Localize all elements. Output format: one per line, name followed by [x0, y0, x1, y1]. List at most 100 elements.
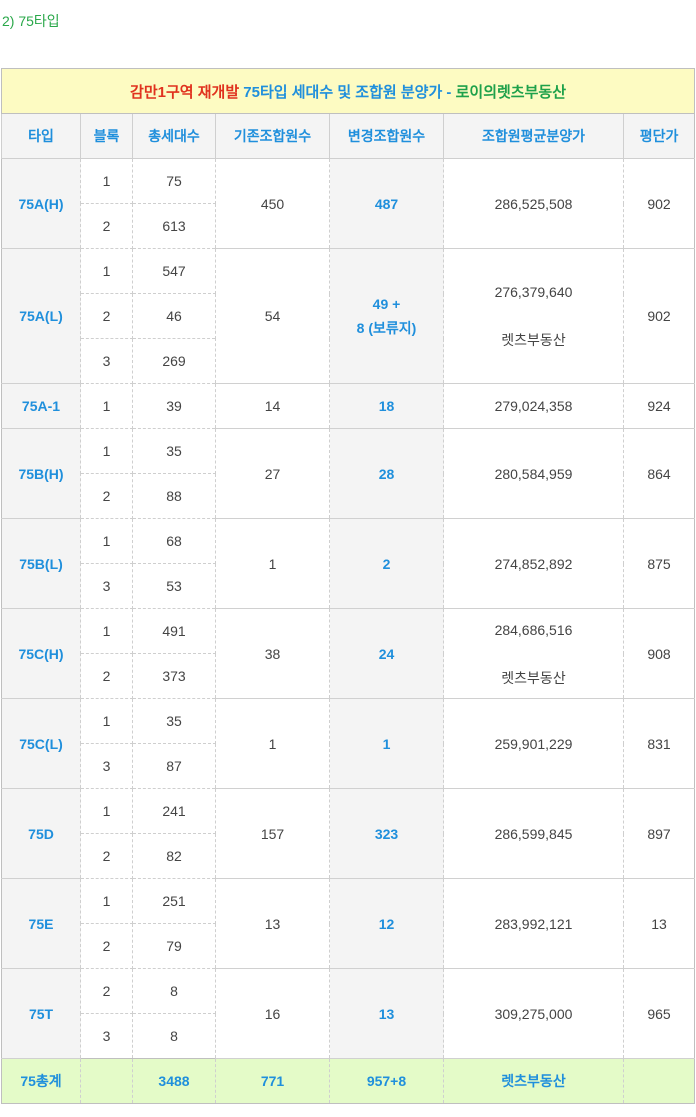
- table-row: 2 79: [2, 923, 695, 969]
- table-caption: 감만1구역 재개발 75타입 세대수 및 조합원 분양가 - 로이의렛츠부동산: [0, 68, 696, 114]
- changed-members-cell: 323: [329, 788, 444, 879]
- block-cell: 3: [80, 1013, 133, 1059]
- households-cell: 87: [132, 743, 216, 789]
- block-cell: 1: [80, 428, 133, 474]
- price-per-pyeong-cell: 864: [622, 428, 696, 519]
- block-cell: 2: [80, 968, 133, 1014]
- changed-members-line: 24: [378, 645, 395, 662]
- price-per-pyeong-cell: 908: [622, 608, 696, 699]
- table-row: 75C(L) 1 35 1 1 259,901,229 831: [1, 698, 696, 789]
- avg-price-value: 259,901,229: [494, 735, 573, 752]
- block-cell: 2: [80, 923, 133, 969]
- existing-members-cell: 14: [215, 383, 330, 429]
- watermark-text: 렛츠부동산: [501, 332, 566, 348]
- households-cell: 547: [132, 248, 216, 294]
- changed-members-cell: 13: [329, 968, 444, 1059]
- price-per-pyeong-cell: 875: [622, 518, 696, 609]
- changed-members-line: 323: [374, 825, 399, 842]
- existing-members-cell: 1: [215, 518, 330, 609]
- households-cell: 241: [132, 788, 216, 834]
- households-cell: 88: [132, 473, 216, 519]
- price-per-pyeong-cell: 902: [622, 248, 696, 384]
- header-total-households: 총세대수: [132, 113, 216, 159]
- avg-price-value: 276,379,640: [494, 284, 573, 300]
- existing-members-cell: 16: [215, 968, 330, 1059]
- block-cell: 2: [80, 203, 133, 249]
- type-cell: 75E: [1, 878, 81, 969]
- existing-members-cell: 1: [215, 698, 330, 789]
- type-cell: 75D: [1, 788, 81, 879]
- header-price-per-pyeong: 평단가: [622, 113, 696, 159]
- changed-members-cell: 1: [329, 698, 444, 789]
- total-block: [80, 1058, 133, 1104]
- changed-members-cell: 24: [329, 608, 444, 699]
- total-households: 3488: [132, 1058, 216, 1104]
- table-row: 75B(H) 1 35 27 28 280,584,959 864: [1, 428, 696, 519]
- table-row: 75A(L) 1 547 54 49 + 8 (보류지) 276,379,640 렛츠부동산 9…: [1, 248, 696, 384]
- watermark-text: 렛츠부동산: [501, 669, 566, 686]
- table-row: 75E 1 251 13 12 283,992,121 13: [1, 878, 696, 969]
- type-cell: 75B(L): [1, 518, 81, 609]
- block-cell: 1: [80, 518, 133, 564]
- changed-members-cell: 18: [329, 383, 444, 429]
- total-brand: 렛츠부동산: [443, 1058, 624, 1104]
- existing-members-cell: 13: [215, 878, 330, 969]
- households-cell: 82: [132, 833, 216, 879]
- avg-price-value: 286,525,508: [494, 195, 573, 212]
- households-cell: 8: [132, 968, 216, 1014]
- changed-members-cell: 487: [329, 158, 444, 249]
- avg-price-value: 283,992,121: [494, 915, 573, 932]
- changed-members-line: 28: [378, 465, 395, 482]
- households-cell: 269: [132, 338, 216, 384]
- table-row: 3 87: [2, 743, 695, 789]
- type-75-table: 감만1구역 재개발 75타입 세대수 및 조합원 분양가 - 로이의렛츠부동산 …: [0, 68, 696, 1104]
- avg-price-cell: 284,686,516 렛츠부동산: [443, 608, 624, 699]
- block-cell: 2: [80, 653, 133, 699]
- table-body: 75A(H) 1 75 450 487 286,525,508 902 2 613 75A(L) 1…: [1, 158, 696, 1059]
- caption-brand: 로이의렛츠부동산: [455, 83, 567, 101]
- price-per-pyeong-cell: 897: [622, 788, 696, 879]
- changed-members-line: 18: [378, 398, 395, 414]
- households-cell: 251: [132, 878, 216, 924]
- avg-price-cell: 276,379,640 렛츠부동산: [443, 248, 624, 384]
- existing-members-cell: 38: [215, 608, 330, 699]
- table-row: 75B(L) 1 68 1 2 274,852,892 875: [1, 518, 696, 609]
- avg-price-value: 279,024,358: [494, 398, 573, 414]
- table-row: 75T 2 8 16 13 309,275,000 965: [1, 968, 696, 1059]
- table-row: 3 53: [2, 563, 695, 609]
- avg-price-value: 274,852,892: [494, 555, 573, 572]
- changed-members-line: 49 +: [372, 296, 401, 312]
- header-existing-members: 기존조합원수: [215, 113, 330, 159]
- table-row: 75A-1 1 39 14 18 279,024,358 924: [1, 383, 696, 429]
- block-cell: 3: [80, 563, 133, 609]
- total-row: 75총계 3488 771 957+8 렛츠부동산: [1, 1058, 696, 1104]
- table-row: 2 88: [2, 473, 695, 519]
- price-per-pyeong-cell: 924: [622, 383, 696, 429]
- price-per-pyeong-cell: 13: [622, 878, 696, 969]
- block-cell: 1: [80, 698, 133, 744]
- changed-members-line: 1: [382, 735, 391, 752]
- type-cell: 75A-1: [1, 383, 81, 429]
- block-cell: 2: [80, 833, 133, 879]
- table-row: 2 46: [2, 293, 695, 339]
- total-existing: 771: [215, 1058, 330, 1104]
- existing-members-cell: 157: [215, 788, 330, 879]
- avg-price-cell: 259,901,229: [443, 698, 624, 789]
- avg-price-value: 284,686,516: [494, 621, 573, 638]
- table-row: 2 82: [2, 833, 695, 879]
- type-cell: 75A(H): [1, 158, 81, 249]
- existing-members-cell: 54: [215, 248, 330, 384]
- avg-price-value: 280,584,959: [494, 465, 573, 482]
- households-cell: 75: [132, 158, 216, 204]
- avg-price-value: 309,275,000: [494, 1005, 573, 1022]
- avg-price-cell: 280,584,959: [443, 428, 624, 519]
- header-avg-price: 조합원평균분양가: [443, 113, 624, 159]
- section-heading: 2) 75타입: [2, 13, 60, 29]
- caption-description: 75타입 세대수 및 조합원 분양가 -: [239, 83, 456, 101]
- table-row: 75A(H) 1 75 450 487 286,525,508 902: [1, 158, 696, 249]
- block-cell: 2: [80, 293, 133, 339]
- changed-members-cell: 28: [329, 428, 444, 519]
- header-changed-members: 변경조합원수: [329, 113, 444, 159]
- block-cell: 1: [80, 383, 133, 429]
- total-per-pyeong: [622, 1058, 696, 1104]
